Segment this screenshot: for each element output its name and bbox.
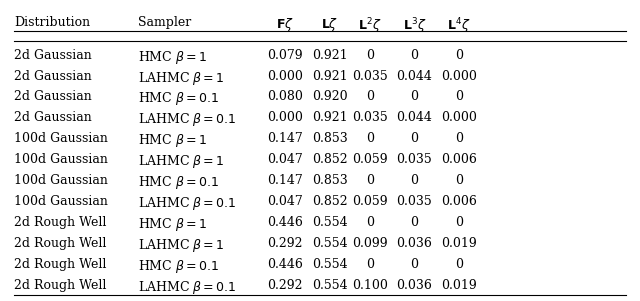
Text: 0.099: 0.099: [352, 237, 387, 250]
Text: 0.059: 0.059: [352, 195, 387, 208]
Text: 0.554: 0.554: [312, 279, 348, 292]
Text: 0.079: 0.079: [267, 48, 303, 62]
Text: 0.006: 0.006: [441, 153, 477, 166]
Text: 0: 0: [410, 216, 419, 229]
Text: 0.019: 0.019: [441, 279, 477, 292]
Text: 0.147: 0.147: [267, 174, 303, 187]
Text: 0.000: 0.000: [267, 111, 303, 124]
Text: 100d Gaussian: 100d Gaussian: [14, 195, 108, 208]
Text: 0.292: 0.292: [268, 279, 303, 292]
Text: 0.080: 0.080: [267, 90, 303, 104]
Text: 0: 0: [365, 174, 374, 187]
Text: 0.035: 0.035: [396, 153, 432, 166]
Text: 0.921: 0.921: [312, 70, 348, 82]
Text: HMC $\beta = 1$: HMC $\beta = 1$: [138, 132, 208, 149]
Text: 0.554: 0.554: [312, 216, 348, 229]
Text: 0.292: 0.292: [268, 237, 303, 250]
Text: 0: 0: [410, 90, 419, 104]
Text: HMC $\beta = 0.1$: HMC $\beta = 0.1$: [138, 174, 220, 191]
Text: LAHMC $\beta = 0.1$: LAHMC $\beta = 0.1$: [138, 279, 237, 296]
Text: 2d Gaussian: 2d Gaussian: [14, 70, 92, 82]
Text: 0: 0: [365, 90, 374, 104]
Text: 0.047: 0.047: [267, 153, 303, 166]
Text: 2d Gaussian: 2d Gaussian: [14, 111, 92, 124]
Text: LAHMC $\beta = 0.1$: LAHMC $\beta = 0.1$: [138, 111, 237, 129]
Text: 2d Rough Well: 2d Rough Well: [14, 216, 106, 229]
Text: 0: 0: [365, 48, 374, 62]
Text: LAHMC $\beta = 1$: LAHMC $\beta = 1$: [138, 153, 225, 170]
Text: LAHMC $\beta = 0.1$: LAHMC $\beta = 0.1$: [138, 195, 237, 212]
Text: 0.853: 0.853: [312, 132, 348, 145]
Text: $\mathbf{L}^4\zeta$: $\mathbf{L}^4\zeta$: [447, 16, 470, 36]
Text: 0.147: 0.147: [267, 132, 303, 145]
Text: $\mathbf{L}^2\zeta$: $\mathbf{L}^2\zeta$: [358, 16, 381, 36]
Text: 100d Gaussian: 100d Gaussian: [14, 153, 108, 166]
Text: 0.000: 0.000: [441, 111, 477, 124]
Text: 2d Rough Well: 2d Rough Well: [14, 258, 106, 271]
Text: 0.852: 0.852: [312, 153, 348, 166]
Text: LAHMC $\beta = 1$: LAHMC $\beta = 1$: [138, 70, 225, 86]
Text: 0: 0: [365, 216, 374, 229]
Text: LAHMC $\beta = 1$: LAHMC $\beta = 1$: [138, 237, 225, 254]
Text: 100d Gaussian: 100d Gaussian: [14, 132, 108, 145]
Text: 0.035: 0.035: [352, 111, 388, 124]
Text: 0: 0: [455, 132, 463, 145]
Text: $\mathbf{L}^3\zeta$: $\mathbf{L}^3\zeta$: [403, 16, 426, 36]
Text: 0: 0: [455, 90, 463, 104]
Text: 0.100: 0.100: [352, 279, 388, 292]
Text: 0.853: 0.853: [312, 174, 348, 187]
Text: 0.446: 0.446: [267, 258, 303, 271]
Text: 0.446: 0.446: [267, 216, 303, 229]
Text: 0: 0: [410, 48, 419, 62]
Text: 0.047: 0.047: [267, 195, 303, 208]
Text: $\mathbf{L}\zeta$: $\mathbf{L}\zeta$: [321, 16, 338, 33]
Text: 0: 0: [365, 258, 374, 271]
Text: 0: 0: [455, 174, 463, 187]
Text: 0.920: 0.920: [312, 90, 348, 104]
Text: 0.036: 0.036: [396, 237, 432, 250]
Text: 0.921: 0.921: [312, 48, 348, 62]
Text: 0.000: 0.000: [267, 70, 303, 82]
Text: 0.000: 0.000: [441, 70, 477, 82]
Text: 2d Rough Well: 2d Rough Well: [14, 237, 106, 250]
Text: $\mathbf{F}\zeta$: $\mathbf{F}\zeta$: [276, 16, 294, 33]
Text: 2d Rough Well: 2d Rough Well: [14, 279, 106, 292]
Text: 0: 0: [365, 132, 374, 145]
Text: 0.044: 0.044: [396, 70, 432, 82]
Text: 0.035: 0.035: [396, 195, 432, 208]
Text: 0.036: 0.036: [396, 279, 432, 292]
Text: Distribution: Distribution: [14, 16, 90, 29]
Text: 0.852: 0.852: [312, 195, 348, 208]
Text: 2d Gaussian: 2d Gaussian: [14, 48, 92, 62]
Text: HMC $\beta = 0.1$: HMC $\beta = 0.1$: [138, 258, 220, 275]
Text: 0: 0: [455, 258, 463, 271]
Text: 0.554: 0.554: [312, 258, 348, 271]
Text: Sampler: Sampler: [138, 16, 191, 29]
Text: 0.059: 0.059: [352, 153, 387, 166]
Text: 0.019: 0.019: [441, 237, 477, 250]
Text: 0.554: 0.554: [312, 237, 348, 250]
Text: 0: 0: [410, 132, 419, 145]
Text: HMC $\beta = 1$: HMC $\beta = 1$: [138, 216, 208, 233]
Text: 0.006: 0.006: [441, 195, 477, 208]
Text: 100d Gaussian: 100d Gaussian: [14, 174, 108, 187]
Text: 0.921: 0.921: [312, 111, 348, 124]
Text: HMC $\beta = 0.1$: HMC $\beta = 0.1$: [138, 90, 220, 107]
Text: 0: 0: [455, 48, 463, 62]
Text: 0: 0: [410, 258, 419, 271]
Text: 0: 0: [410, 174, 419, 187]
Text: 2d Gaussian: 2d Gaussian: [14, 90, 92, 104]
Text: HMC $\beta = 1$: HMC $\beta = 1$: [138, 48, 208, 66]
Text: 0.044: 0.044: [396, 111, 432, 124]
Text: 0.035: 0.035: [352, 70, 388, 82]
Text: 0: 0: [455, 216, 463, 229]
